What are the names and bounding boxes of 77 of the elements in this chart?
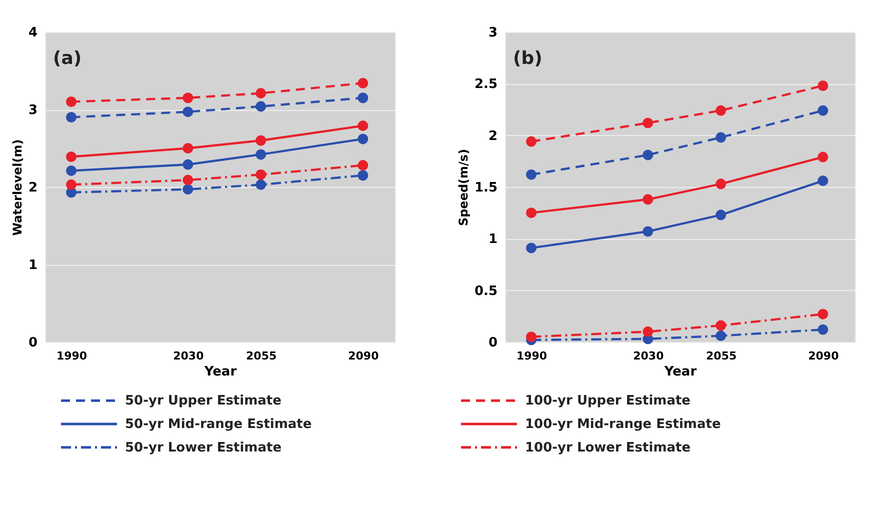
y-tick-label: 0.5 [474, 284, 498, 299]
point [818, 80, 828, 91]
point [66, 179, 76, 190]
point [526, 242, 536, 254]
point [182, 159, 194, 170]
x-tick-label: 2030 [173, 350, 204, 362]
x-tick-label: 2055 [706, 350, 737, 362]
point [642, 226, 654, 237]
y-tick-label: 0 [28, 336, 38, 350]
point [818, 152, 828, 162]
point [818, 176, 828, 186]
point [66, 152, 76, 162]
y-tick-label: 0 [488, 336, 498, 350]
y-tick-label: 4 [28, 26, 38, 40]
point [256, 179, 266, 190]
y-tick-label: 1.5 [474, 180, 498, 196]
point [256, 135, 266, 146]
point [66, 165, 76, 176]
legend-label: 50-yr Upper Estimate [125, 394, 282, 409]
point [716, 178, 726, 190]
y-tick-label: 1 [28, 258, 38, 273]
x-tick-label: 2055 [246, 350, 277, 362]
y-axis-title: Speed(m/s) [456, 148, 470, 226]
point [716, 105, 726, 116]
annotation: (a) [53, 48, 82, 69]
point [256, 149, 266, 160]
x-axis-title: Year [663, 364, 698, 380]
annotation: (b) [513, 48, 542, 69]
x-tick-label: 1990 [56, 350, 88, 362]
point [182, 174, 194, 186]
point [642, 118, 654, 128]
point [818, 105, 828, 116]
y-tick-label: 3 [488, 26, 498, 40]
y-tick-label: 3 [28, 103, 38, 118]
point [818, 324, 828, 335]
point [526, 169, 536, 180]
point [526, 332, 536, 342]
x-tick-label: 1990 [516, 350, 548, 362]
x-tick-label: 2090 [808, 350, 840, 362]
point [358, 92, 368, 104]
point [182, 92, 194, 104]
point [642, 194, 654, 205]
y-axis-title: Waterlevel(m) [10, 139, 24, 236]
point [66, 112, 76, 122]
point [526, 208, 536, 218]
point [358, 134, 368, 144]
point [182, 106, 194, 118]
point [182, 184, 194, 195]
point [256, 169, 266, 180]
point [358, 120, 368, 132]
y-tick-label: 2.5 [474, 77, 498, 92]
point [642, 326, 654, 337]
point [526, 136, 536, 147]
point [716, 330, 726, 342]
legend-label: 50-yr Lower Estimate [125, 440, 282, 456]
y-tick-label: 1 [488, 232, 498, 248]
point [256, 101, 266, 112]
point [256, 88, 266, 98]
y-tick-label: 2 [28, 180, 38, 196]
point [642, 150, 654, 160]
point [358, 78, 368, 88]
y-tick-label: 2 [488, 128, 498, 144]
x-tick-label: 2030 [633, 350, 664, 362]
x-tick-label: 2090 [348, 350, 380, 362]
point [358, 170, 368, 181]
point [716, 132, 726, 143]
legend-label: 50-yr Mid-range Estimate [125, 417, 312, 432]
legend-label: 100-yr Mid-range Estimate [525, 417, 721, 432]
point [716, 210, 726, 220]
point [358, 160, 368, 171]
point [182, 143, 194, 154]
legend-label: 100-yr Upper Estimate [525, 394, 691, 409]
point [818, 308, 828, 320]
x-axis-title: Year [203, 364, 238, 380]
legend-label: 100-yr Lower Estimate [525, 440, 691, 456]
point [716, 320, 726, 331]
point [66, 96, 76, 107]
